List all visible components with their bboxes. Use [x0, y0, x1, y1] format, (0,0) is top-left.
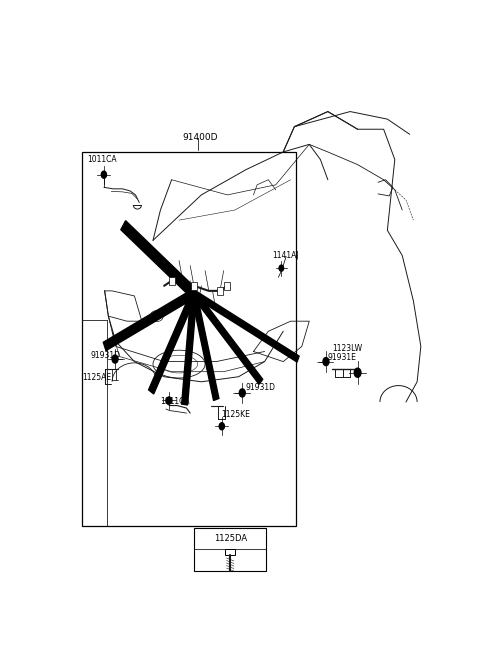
Polygon shape [149, 291, 196, 394]
Polygon shape [181, 293, 197, 405]
Text: 1125AE: 1125AE [83, 373, 111, 382]
Bar [83, 152, 296, 525]
Polygon shape [192, 291, 263, 384]
Polygon shape [121, 220, 196, 298]
Bar [225, 549, 235, 556]
Circle shape [112, 355, 118, 363]
Bar [194, 528, 266, 571]
Polygon shape [103, 289, 195, 350]
Text: 91400D: 91400D [183, 133, 218, 142]
Text: 91931D: 91931D [245, 383, 275, 392]
Bar [191, 282, 197, 290]
Text: 1141AJ: 1141AJ [272, 251, 299, 260]
Ellipse shape [150, 310, 163, 321]
Circle shape [167, 397, 172, 404]
Polygon shape [193, 291, 299, 362]
Circle shape [240, 389, 245, 397]
Circle shape [279, 265, 284, 271]
Circle shape [219, 422, 225, 430]
Bar [217, 287, 223, 295]
Polygon shape [191, 293, 219, 401]
Bar [168, 277, 175, 285]
Text: 91931E: 91931E [328, 353, 357, 362]
Text: 1011CA: 1011CA [160, 398, 190, 407]
Text: 1011CA: 1011CA [87, 155, 117, 164]
Circle shape [323, 358, 329, 365]
Text: 1125KE: 1125KE [221, 410, 250, 419]
Circle shape [354, 368, 361, 377]
Circle shape [101, 171, 107, 178]
Text: 91931D: 91931D [91, 350, 121, 359]
Text: 1123LW: 1123LW [333, 344, 363, 353]
Text: 1125DA: 1125DA [214, 534, 247, 543]
Bar [225, 282, 230, 290]
